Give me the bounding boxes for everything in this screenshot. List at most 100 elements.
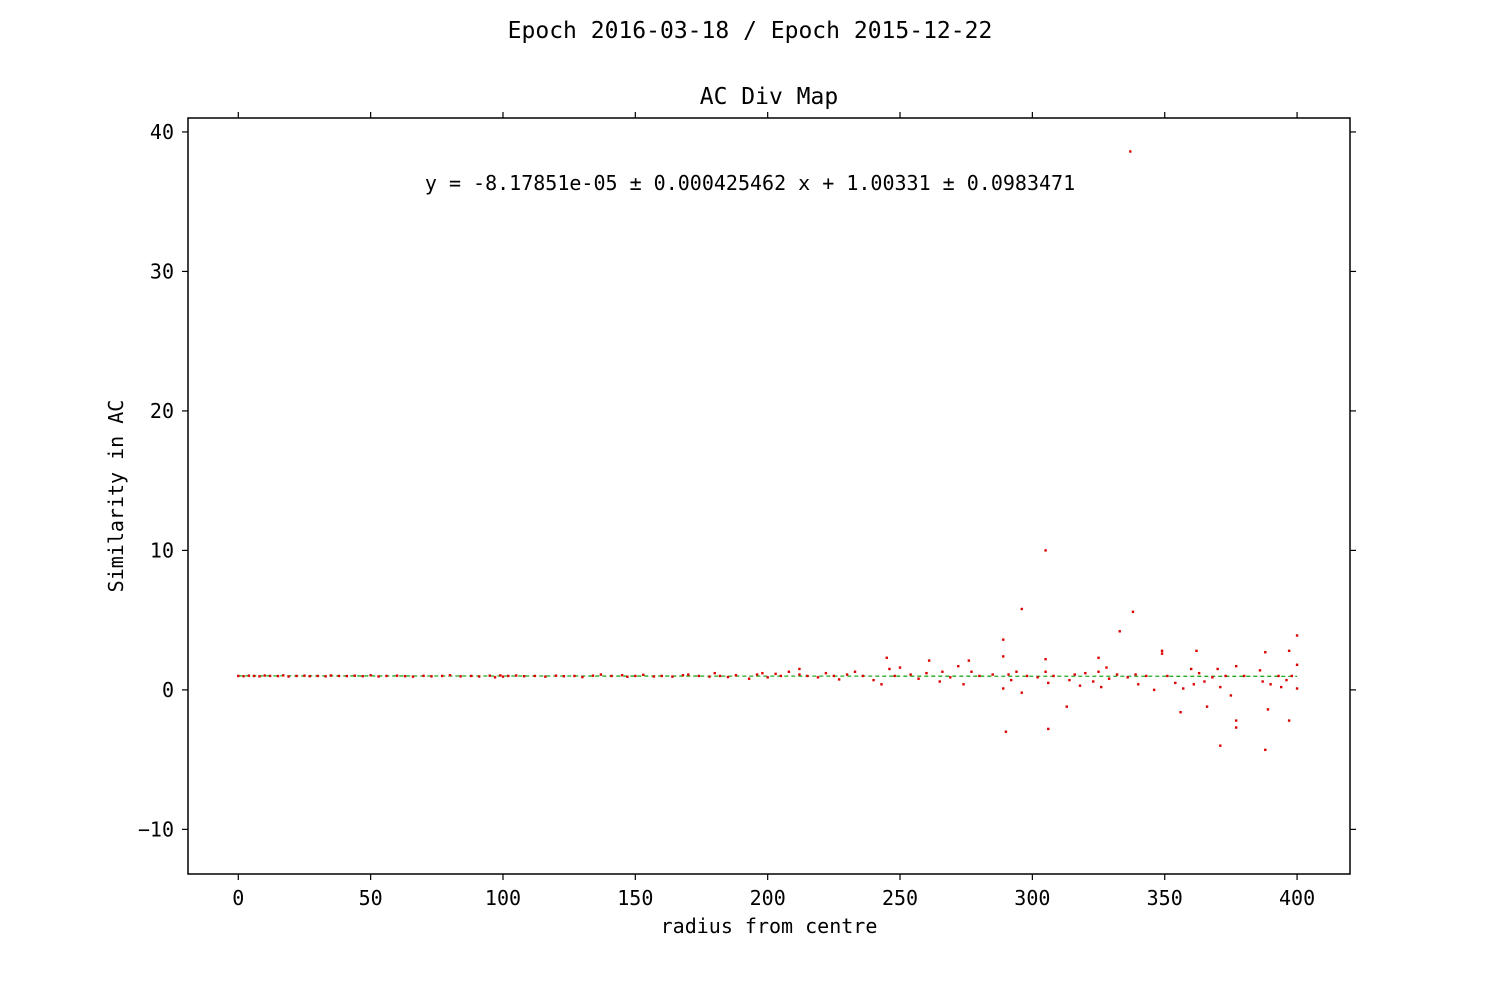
y-tick-label: 20 bbox=[150, 399, 174, 423]
data-point bbox=[1266, 708, 1270, 711]
data-point bbox=[395, 674, 399, 677]
data-point bbox=[258, 675, 261, 678]
data-point bbox=[798, 673, 801, 676]
plot-frame bbox=[187, 117, 1351, 875]
data-point bbox=[925, 671, 928, 675]
data-point bbox=[477, 675, 481, 678]
data-point bbox=[1078, 684, 1082, 687]
data-point bbox=[499, 674, 502, 677]
data-point bbox=[766, 676, 769, 679]
y-tick-label: 0 bbox=[162, 678, 174, 702]
data-point bbox=[1287, 649, 1291, 653]
figure-suptitle: Epoch 2016-03-18 / Epoch 2015-12-22 bbox=[508, 18, 993, 44]
data-point bbox=[1131, 610, 1135, 613]
data-point bbox=[1068, 678, 1071, 682]
data-point bbox=[1004, 730, 1008, 733]
x-tick-label: 350 bbox=[1147, 886, 1183, 910]
data-point bbox=[337, 674, 341, 678]
data-point bbox=[268, 674, 272, 678]
data-point bbox=[787, 670, 791, 673]
data-point bbox=[880, 683, 883, 686]
data-point bbox=[1137, 683, 1140, 686]
data-point bbox=[1261, 680, 1264, 683]
data-point bbox=[488, 674, 491, 677]
data-point bbox=[1234, 726, 1238, 729]
data-point bbox=[361, 675, 364, 678]
data-point bbox=[242, 675, 245, 678]
data-point bbox=[687, 673, 690, 676]
data-point bbox=[1182, 687, 1185, 690]
data-point bbox=[671, 675, 674, 678]
x-tick-label: 250 bbox=[882, 886, 918, 910]
data-point bbox=[562, 675, 566, 678]
data-point bbox=[1229, 694, 1233, 697]
data-point bbox=[941, 670, 944, 673]
data-point bbox=[353, 674, 356, 677]
data-point bbox=[554, 674, 558, 677]
x-tick-label: 150 bbox=[617, 886, 653, 910]
data-point bbox=[501, 675, 505, 678]
axis-ticks: 0 50 100 150 200 250 300 350 400 −10 0 10 20 30 40 bbox=[138, 112, 1356, 910]
data-point bbox=[1219, 744, 1222, 747]
data-point bbox=[369, 674, 372, 677]
data-point bbox=[747, 677, 751, 680]
data-point bbox=[1025, 674, 1029, 678]
data-point bbox=[967, 659, 971, 662]
data-point bbox=[853, 670, 857, 673]
data-point bbox=[1118, 630, 1121, 633]
data-point bbox=[493, 676, 497, 679]
data-point bbox=[1219, 685, 1222, 689]
data-point bbox=[544, 675, 547, 678]
data-point bbox=[713, 671, 716, 675]
data-point bbox=[1052, 674, 1055, 678]
data-point bbox=[861, 674, 865, 678]
data-point bbox=[1047, 681, 1050, 685]
data-point bbox=[885, 656, 888, 660]
data-point bbox=[1129, 150, 1132, 153]
data-point bbox=[295, 674, 298, 678]
data-point bbox=[832, 674, 836, 678]
data-point bbox=[303, 674, 306, 677]
data-point bbox=[385, 674, 388, 678]
data-point bbox=[1160, 649, 1164, 653]
data-point bbox=[816, 676, 820, 679]
fit-equation-annotation: y = -8.17851e-05 ± 0.000425462 x + 1.003… bbox=[425, 171, 1075, 195]
data-point bbox=[978, 674, 981, 678]
data-point bbox=[893, 674, 896, 678]
x-tick-label: 300 bbox=[1014, 886, 1050, 910]
data-point bbox=[599, 673, 603, 676]
data-point bbox=[329, 674, 333, 677]
data-point bbox=[440, 674, 444, 678]
data-point bbox=[957, 664, 960, 668]
data-point bbox=[1160, 652, 1164, 655]
data-point bbox=[1084, 671, 1087, 675]
data-point bbox=[1009, 678, 1013, 682]
data-point bbox=[1044, 549, 1047, 552]
data-point bbox=[726, 675, 730, 679]
data-point bbox=[1105, 666, 1108, 669]
data-point bbox=[970, 670, 973, 673]
data-point bbox=[1107, 677, 1111, 680]
data-point bbox=[282, 674, 285, 677]
data-point bbox=[1020, 691, 1023, 694]
data-point bbox=[681, 674, 685, 677]
x-tick-label: 100 bbox=[485, 886, 521, 910]
data-point bbox=[927, 659, 931, 662]
data-point bbox=[448, 674, 452, 677]
data-point bbox=[798, 667, 801, 671]
data-point bbox=[626, 675, 629, 678]
data-point bbox=[949, 676, 952, 679]
data-point bbox=[1097, 670, 1100, 673]
data-point bbox=[1290, 674, 1293, 678]
data-point bbox=[1126, 676, 1129, 679]
data-point bbox=[1002, 687, 1005, 690]
data-point bbox=[1234, 719, 1238, 722]
data-point bbox=[247, 674, 251, 677]
data-point bbox=[263, 674, 266, 677]
x-tick-label: 50 bbox=[359, 886, 383, 910]
data-point bbox=[252, 674, 256, 678]
data-point bbox=[403, 675, 407, 678]
data-point bbox=[522, 675, 526, 678]
data-point bbox=[898, 666, 902, 669]
